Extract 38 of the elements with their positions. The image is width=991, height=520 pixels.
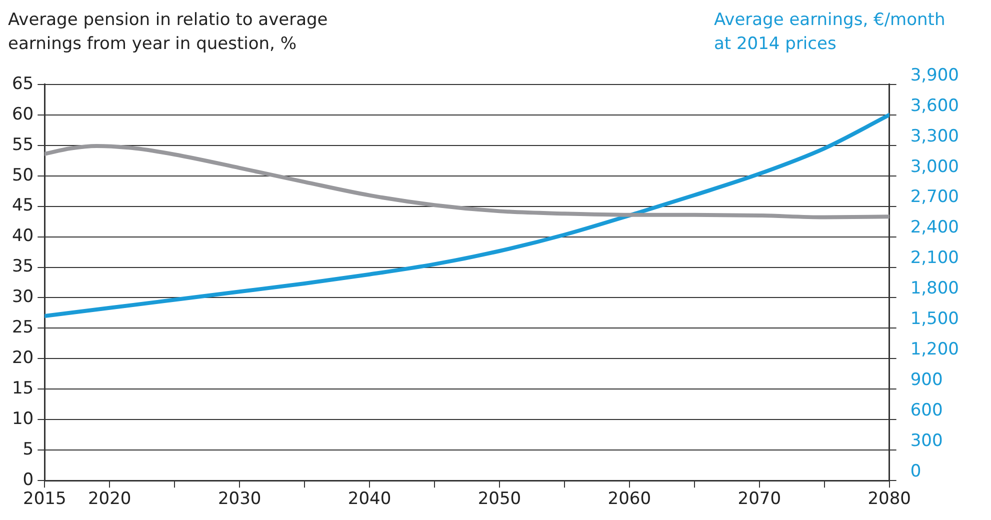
y-tick-label: 30	[12, 287, 34, 308]
y2-tick-label: 3,000	[910, 156, 960, 177]
y-tick-label: 0	[22, 470, 34, 490]
y-tick-label: 55	[12, 134, 34, 155]
y2-tick-label: 900	[910, 370, 943, 390]
y2-tick-label: 1,200	[910, 340, 960, 360]
y-tick-label: 20	[12, 348, 34, 368]
x-tick-label: 2050	[478, 489, 522, 510]
y2-tick-label: 2,100	[910, 248, 960, 268]
y-tick-label: 50	[12, 165, 34, 186]
y-axis-title: Average pension in relatio to average earnings from year in question, %	[8, 9, 329, 56]
y2-tick-label: 1,800	[910, 278, 960, 299]
x-tick-label: 2030	[218, 489, 262, 510]
x-tick-label: 2080	[868, 489, 911, 510]
x-tick-label: 2015	[23, 489, 66, 510]
y2-tick-label: 0	[910, 462, 922, 482]
x-tick-label: 2020	[88, 489, 132, 510]
y-tick-label: 45	[12, 196, 34, 216]
y2-tick-label: 3,600	[910, 96, 960, 116]
y2-tick-label: 600	[910, 400, 943, 421]
y-tick-label: 40	[12, 226, 34, 246]
y2-tick-label: 3,300	[910, 126, 960, 146]
y-tick-label: 15	[12, 378, 34, 399]
y2-tick-label: 2,400	[910, 218, 960, 238]
y-tick-label: 25	[12, 318, 34, 338]
y-tick-label: 60	[12, 104, 34, 124]
y-tick-label: 10	[12, 409, 34, 430]
y2-tick-label: 2,700	[910, 187, 960, 208]
y2-tick-label: 1,500	[910, 309, 960, 330]
y-tick-label: 35	[12, 256, 34, 277]
x-tick-label: 2060	[608, 489, 652, 510]
y-tick-label: 5	[22, 440, 34, 460]
y2-tick-label: 3,900	[910, 65, 960, 86]
y-tick-label: 65	[12, 74, 34, 94]
x-tick-label: 2070	[738, 489, 782, 510]
x-tick-label: 2040	[348, 489, 392, 510]
y2-tick-label: 300	[910, 431, 943, 452]
y2-axis-title: Average earnings, €/month at 2014 prices	[714, 9, 946, 56]
